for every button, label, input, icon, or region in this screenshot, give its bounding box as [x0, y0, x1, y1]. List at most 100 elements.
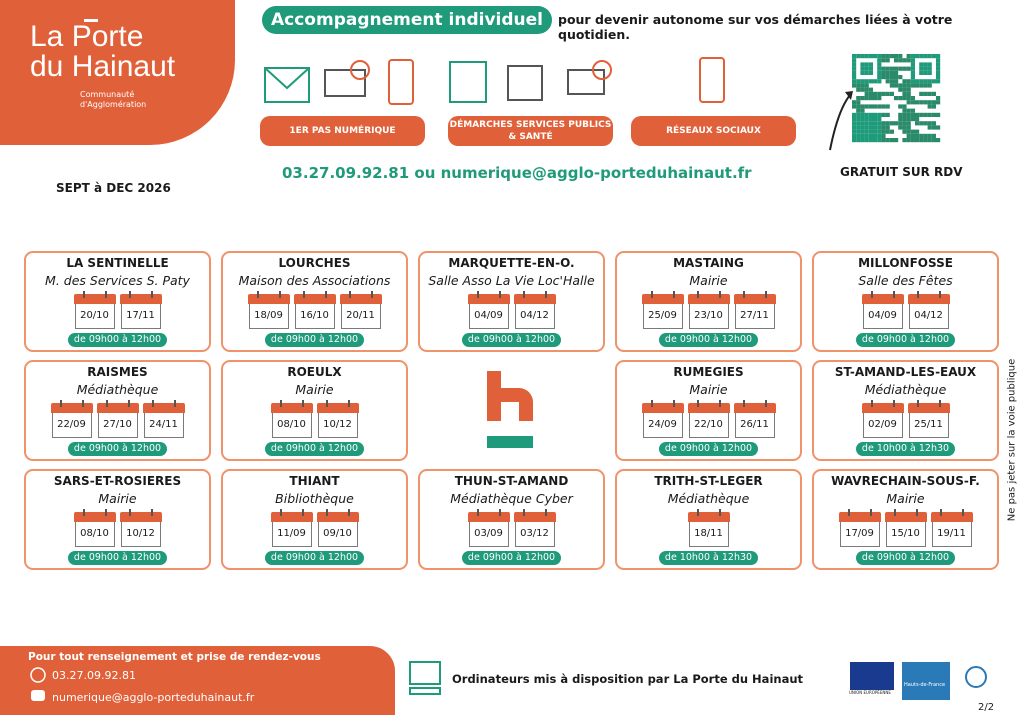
venue-hours: de 09h00 à 12h00 [265, 442, 364, 456]
venue-place: M. des Services S. Paty [45, 273, 190, 288]
date: 20/10 [74, 304, 115, 329]
calendar: 25/09 [641, 291, 684, 329]
logo-subtitle: Communauté d'Agglomération [80, 90, 147, 109]
calendar-ring [347, 509, 350, 516]
venue-place: Maison des Associations [238, 273, 391, 288]
venue-card: WAVRECHAIN-SOUS-F. Mairie 17/09 15/10 19/11 d… [812, 469, 999, 570]
date: 25/11 [908, 413, 949, 438]
venue-town: ST-AMAND-LES-EAUX [834, 365, 977, 379]
calendar-ring [742, 400, 745, 407]
date: 24/11 [143, 413, 184, 438]
calendar-ring [847, 509, 850, 516]
calendar-ring [128, 291, 131, 298]
calendar-header [513, 294, 556, 304]
calendar-header [73, 294, 116, 304]
date: 15/10 [885, 522, 926, 547]
side-note: Ne pas jeter sur la voie publique [1006, 358, 1018, 522]
date: 22/09 [51, 413, 92, 438]
calendar-ring [104, 509, 107, 516]
calendar-header [316, 512, 359, 522]
calendar-ring [893, 509, 896, 516]
phone-icon [30, 667, 46, 683]
date: 11/09 [271, 522, 312, 547]
calendar-ring [544, 509, 547, 516]
calendar: 03/12 [513, 509, 556, 547]
calendar-header [861, 294, 904, 304]
date: 18/09 [248, 304, 289, 329]
venue-town: ROEULX [287, 365, 342, 379]
venue-card: RUMEGIES Mairie 24/09 22/10 26/11 de 09h00 à … [615, 360, 802, 461]
calendar-ring [696, 400, 699, 407]
calendar-ring [82, 509, 85, 516]
logo-text: du Hainaut [30, 50, 176, 83]
calendar-ring [151, 400, 154, 407]
venue-town: MILLONFOSSE [858, 256, 953, 270]
calendar-ring [173, 400, 176, 407]
calendar: 20/11 [339, 291, 382, 329]
venue-hours: de 09h00 à 12h00 [462, 551, 561, 565]
calendar-header [641, 294, 684, 304]
calendar-ring [325, 400, 328, 407]
calendar-ring [718, 291, 721, 298]
calendar-ring [870, 291, 873, 298]
calendar-header [293, 294, 336, 304]
service: RÉSEAUX SOCIAUX [631, 116, 796, 146]
calendar-ring [324, 291, 327, 298]
badge: Accompagnement individuel [262, 6, 552, 34]
calendar: 10/12 [119, 509, 162, 547]
venue-card: MILLONFOSSE Salle des Fêtes 04/09 04/12 de 0… [812, 251, 999, 352]
calendar: 27/10 [96, 400, 139, 438]
venue-hours: de 09h00 à 12h00 [265, 551, 364, 565]
calendar-ring [672, 291, 675, 298]
venue-hours: de 09h00 à 12h00 [68, 551, 167, 565]
calendar-ring [279, 509, 282, 516]
date-list: 17/09 15/10 19/11 [814, 509, 997, 547]
calendar-ring [522, 509, 525, 516]
venue-card: MARQUETTE-EN-O. Salle Asso La Vie Loc'Hal… [418, 251, 605, 352]
arrow [829, 94, 851, 151]
period: SEPT à DEC 2026 [56, 181, 171, 195]
calendar-ring [476, 291, 479, 298]
calendar-ring [650, 400, 653, 407]
date: 08/10 [74, 522, 115, 547]
venue-hours: de 09h00 à 12h00 [856, 333, 955, 347]
calendar-ring [764, 291, 767, 298]
date: 09/10 [317, 522, 358, 547]
venue-town: RAISMES [87, 365, 148, 379]
calendar-ring [938, 400, 941, 407]
venue-hours: de 10h00 à 12h30 [659, 551, 758, 565]
venue-town: RUMEGIES [673, 365, 744, 379]
calendar-header [467, 512, 510, 522]
date-list: 08/10 10/12 [26, 509, 209, 547]
calendar-ring [59, 400, 62, 407]
calendar-ring [150, 291, 153, 298]
date: 10/12 [120, 522, 161, 547]
date: 04/12 [908, 304, 949, 329]
calendar-ring [476, 509, 479, 516]
date: 10/12 [317, 413, 358, 438]
venue-card: LA SENTINELLE M. des Services S. Paty 20/1… [24, 251, 211, 352]
footer-phone: 03.27.09.92.81 [52, 669, 136, 682]
calendar: 27/11 [733, 291, 776, 329]
calendar: 04/12 [513, 291, 556, 329]
calendar-header [142, 403, 185, 413]
calendar: 22/09 [50, 400, 93, 438]
service-icons [264, 57, 725, 105]
calendar-header [687, 403, 730, 413]
venue-place: Mairie [295, 382, 334, 397]
calendar-header [930, 512, 973, 522]
calendar-header [513, 512, 556, 522]
venue-card: SARS-ET-ROSIERES Mairie 08/10 10/12 de 09h00… [24, 469, 211, 570]
calendar-header [96, 403, 139, 413]
venue-card: MASTAING Mairie 25/09 23/10 27/11 de 09h00 à … [615, 251, 802, 352]
date: 26/11 [734, 413, 775, 438]
calendar-ring [650, 291, 653, 298]
calendar: 25/11 [907, 400, 950, 438]
calendar-header [119, 294, 162, 304]
venue-hours: de 09h00 à 12h00 [462, 333, 561, 347]
calendar-ring [939, 509, 942, 516]
page-number: 2/2 [978, 702, 995, 713]
calendar: 18/09 [247, 291, 290, 329]
arrow-head [845, 91, 853, 100]
calendar-header [270, 403, 313, 413]
